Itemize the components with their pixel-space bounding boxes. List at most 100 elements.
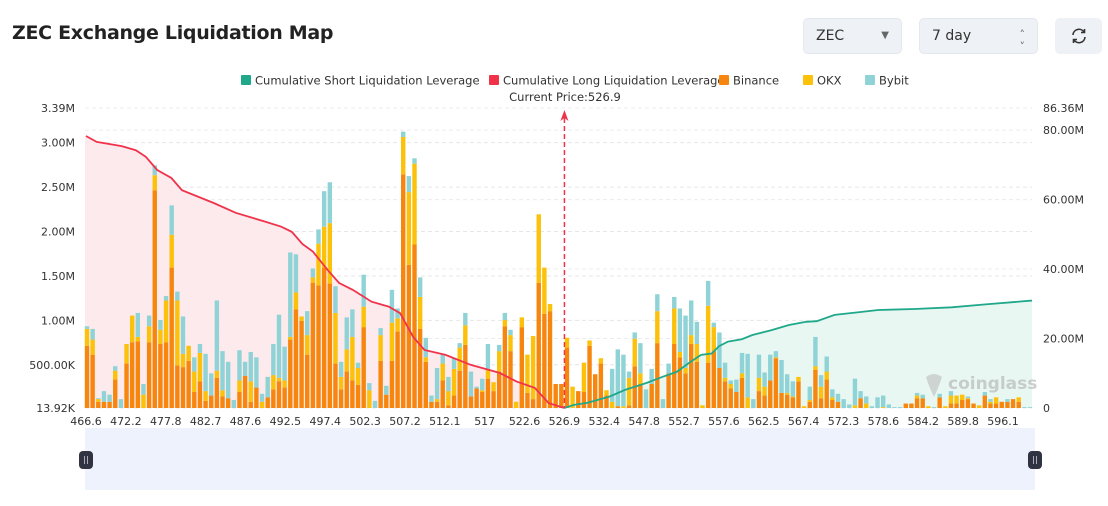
bar-binance <box>604 395 609 408</box>
bar-bybit <box>847 404 852 408</box>
bar-okx <box>129 315 135 343</box>
zoom-slider[interactable] <box>79 428 1042 490</box>
bar-binance <box>508 351 513 408</box>
bar-bybit <box>734 379 739 393</box>
bar-okx <box>711 327 716 352</box>
bar-okx <box>440 363 445 381</box>
bar-bybit <box>214 300 220 371</box>
zoom-handle-left[interactable] <box>79 451 93 469</box>
x-tick-label: 497.4 <box>309 415 341 428</box>
bar-bybit <box>835 393 841 402</box>
bar-binance <box>310 282 316 408</box>
bar-binance <box>807 401 812 408</box>
bar-binance <box>948 403 954 408</box>
bar-binance <box>124 363 129 408</box>
bar-okx <box>502 320 508 327</box>
bar-okx <box>113 370 118 380</box>
y-left-tick-label: 13.92K <box>36 402 75 415</box>
x-tick-label: 466.6 <box>70 415 102 428</box>
x-tick-label: 557.6 <box>708 415 740 428</box>
bar-binance <box>333 363 338 408</box>
x-tick-label: 487.6 <box>230 415 262 428</box>
bar-bybit <box>406 176 412 193</box>
x-tick-label: 522.6 <box>509 415 541 428</box>
bar-binance <box>401 174 406 408</box>
bar-bybit <box>451 358 457 369</box>
bar-binance <box>626 405 632 408</box>
bar-binance <box>463 344 468 408</box>
x-tick-label: 502.3 <box>349 415 381 428</box>
range-select[interactable]: 7 day ˄ ˅ <box>919 18 1038 54</box>
bar-binance <box>587 345 592 408</box>
bar-okx <box>175 300 180 366</box>
bar-okx <box>513 401 519 408</box>
legend-swatch <box>489 75 499 85</box>
bar-okx <box>830 397 835 401</box>
bar-binance <box>271 389 276 408</box>
bar-binance <box>824 379 829 408</box>
bar-bybit <box>615 349 620 407</box>
bar-bybit <box>101 391 107 402</box>
bar-binance <box>717 368 722 408</box>
refresh-button[interactable] <box>1055 18 1102 54</box>
bar-okx <box>773 357 779 359</box>
bar-okx <box>598 358 604 364</box>
bar-bybit <box>254 357 259 388</box>
bar-binance <box>734 392 739 408</box>
legend-swatch <box>803 75 813 85</box>
coin-select-value: ZEC <box>816 28 845 44</box>
zoom-handle-right[interactable] <box>1028 451 1042 469</box>
bar-binance <box>1005 401 1010 408</box>
bar-bybit <box>192 357 197 372</box>
bar-okx <box>801 406 807 408</box>
bar-binance <box>237 392 242 408</box>
legend-item: Cumulative Short Liquidation Leverage <box>255 74 480 88</box>
zoom-track[interactable] <box>85 428 1035 490</box>
long-cumulative-line <box>85 135 565 409</box>
bar-binance <box>175 365 180 408</box>
caret-down-icon: ▼ <box>881 30 889 41</box>
bar-okx <box>745 397 750 408</box>
bar-binance <box>186 360 191 408</box>
bar-bybit <box>282 346 287 381</box>
bar-binance <box>209 395 214 408</box>
bar-okx <box>146 326 152 343</box>
bar-okx <box>451 368 457 396</box>
bar-bybit <box>666 363 671 374</box>
bar-bybit <box>175 291 180 301</box>
bar-binance <box>553 384 558 408</box>
legend-swatch <box>241 75 251 85</box>
bar-binance <box>762 395 767 408</box>
bar-bybit <box>113 366 118 371</box>
x-tick-label: 589.8 <box>947 415 979 428</box>
bar-binance <box>615 406 620 408</box>
bar-okx <box>344 349 349 372</box>
bar-bybit <box>937 393 942 398</box>
bar-okx <box>638 373 643 385</box>
bar-okx <box>542 267 547 314</box>
bar-okx <box>976 405 982 408</box>
bar-bybit <box>886 404 892 408</box>
bar-bybit <box>480 378 485 391</box>
bar-bybit <box>463 312 468 326</box>
bar-bybit <box>90 328 95 340</box>
bar-okx <box>434 399 440 402</box>
bar-bybit <box>372 400 378 408</box>
bar-binance <box>830 400 835 408</box>
bar-binance <box>982 395 988 408</box>
bar-bybit <box>333 286 338 313</box>
bar-okx <box>547 304 553 312</box>
bar-binance <box>344 371 349 408</box>
bar-bybit <box>880 395 886 408</box>
bar-bybit <box>784 374 790 393</box>
bar-okx <box>214 370 220 378</box>
coin-select[interactable]: ZEC ▼ <box>803 18 902 54</box>
bar-bybit <box>643 389 649 408</box>
bar-okx <box>271 375 276 390</box>
bar-bybit <box>259 393 265 402</box>
bar-binance <box>214 377 220 408</box>
legend-item: Cumulative Long Liquidation Leverage <box>503 74 725 88</box>
bar-bybit <box>237 350 242 381</box>
bar-binance <box>395 331 400 408</box>
bar-binance <box>316 285 321 408</box>
